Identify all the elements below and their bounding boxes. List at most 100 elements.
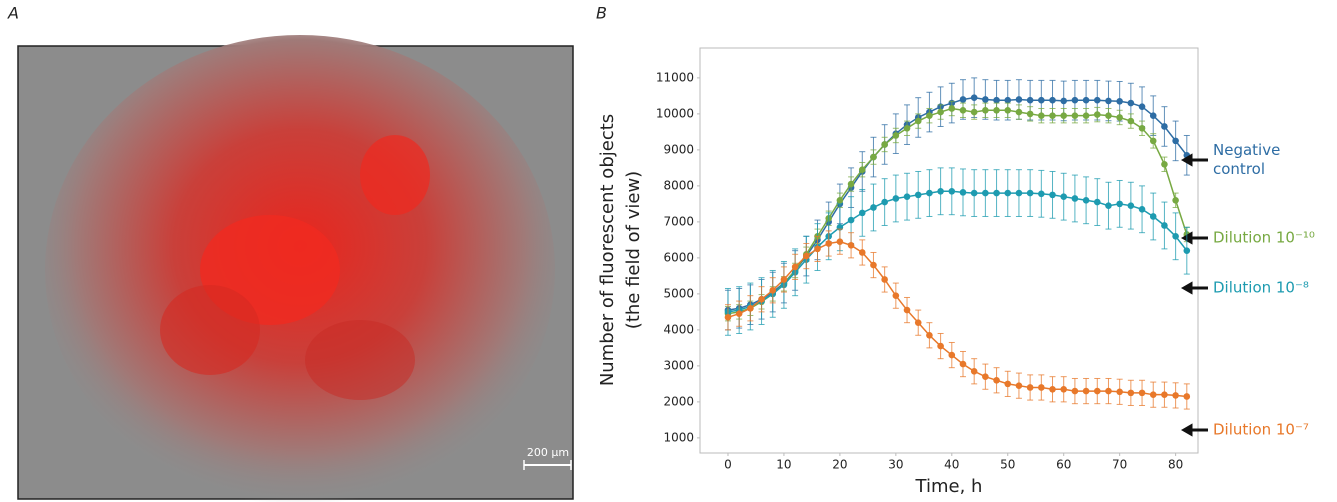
point: [1004, 189, 1012, 197]
y-tick-label: 3000: [663, 358, 694, 372]
point: [959, 96, 967, 103]
point: [1004, 96, 1012, 104]
x-tick-label: 80: [1168, 458, 1183, 472]
point: [1060, 385, 1068, 393]
point: [903, 193, 911, 200]
point: [1082, 112, 1090, 119]
point: [825, 240, 832, 247]
point: [1071, 195, 1079, 202]
point: [881, 141, 888, 148]
point: [1161, 123, 1168, 130]
point: [1060, 97, 1068, 105]
point: [1026, 96, 1034, 104]
y-tick-label: 7000: [663, 214, 694, 228]
point: [1004, 380, 1012, 388]
point: [847, 216, 855, 224]
point: [1082, 96, 1090, 104]
panel-label: A: [7, 4, 19, 23]
point: [870, 261, 877, 269]
point: [892, 292, 900, 299]
point: [937, 342, 944, 350]
y-tick-label: 9000: [663, 142, 694, 156]
x-tick-label: 0: [724, 458, 732, 472]
point: [724, 313, 732, 321]
point: [1071, 96, 1079, 104]
point: [1060, 112, 1068, 119]
point: [1026, 384, 1034, 391]
legend-label: Dilution 10⁻¹⁰: [1213, 229, 1315, 247]
point: [937, 187, 944, 195]
point: [948, 105, 956, 112]
x-tick-label: 60: [1056, 458, 1071, 472]
point: [948, 187, 956, 195]
micrograph: 200 µm: [17, 35, 574, 502]
point: [1093, 387, 1101, 395]
point: [1049, 112, 1056, 119]
point: [1105, 387, 1112, 395]
point: [1049, 96, 1056, 104]
point: [1015, 96, 1023, 103]
point: [1038, 96, 1045, 104]
point: [1183, 247, 1191, 254]
point: [1116, 388, 1123, 396]
point: [1105, 112, 1112, 119]
line: [727, 190, 1188, 313]
point: [970, 108, 978, 116]
point: [836, 238, 844, 245]
point: [892, 132, 900, 139]
point: [1015, 382, 1023, 389]
point: [982, 106, 989, 114]
point: [1105, 202, 1112, 209]
point: [1015, 108, 1023, 116]
y-tick-label: 10000: [656, 106, 694, 120]
panel-label: B: [596, 4, 607, 23]
point: [780, 276, 788, 283]
point: [914, 191, 922, 199]
point: [1049, 385, 1056, 393]
point: [993, 189, 1000, 197]
series: [724, 167, 1191, 336]
point: [1038, 190, 1045, 198]
point: [970, 189, 978, 197]
legend-arrow: [1180, 231, 1208, 245]
point: [870, 153, 877, 161]
point: [1149, 391, 1157, 398]
point: [747, 304, 754, 312]
point: [903, 124, 911, 132]
point: [1116, 114, 1123, 121]
x-tick-label: 40: [944, 458, 959, 472]
point: [1093, 198, 1101, 206]
y-tick-label: 4000: [663, 322, 694, 336]
point: [914, 117, 922, 125]
point: [970, 367, 978, 375]
point: [1004, 106, 1012, 114]
point: [1071, 112, 1079, 119]
point: [1183, 393, 1191, 400]
point: [1161, 160, 1168, 168]
y-tick-label: 6000: [663, 250, 694, 264]
point: [735, 310, 743, 317]
point: [1138, 124, 1146, 132]
point: [1127, 99, 1135, 107]
point: [959, 360, 967, 368]
point: [1138, 389, 1146, 397]
x-tick-label: 50: [1000, 458, 1015, 472]
point: [1149, 213, 1157, 220]
point: [1038, 112, 1045, 119]
point: [847, 241, 855, 249]
point: [1093, 111, 1101, 118]
point: [791, 263, 799, 271]
y-tick-label: 11000: [656, 70, 694, 84]
scale-bar-label: 200 µm: [527, 446, 569, 459]
point: [959, 106, 967, 114]
point: [926, 112, 933, 119]
point: [1172, 196, 1179, 204]
point: [858, 166, 866, 173]
y-axis-title: Number of fluorescent objects: [597, 114, 618, 386]
point: [1127, 117, 1135, 125]
point: [858, 209, 866, 217]
x-tick-label: 10: [776, 458, 791, 472]
point: [1149, 137, 1157, 145]
point: [892, 195, 900, 202]
